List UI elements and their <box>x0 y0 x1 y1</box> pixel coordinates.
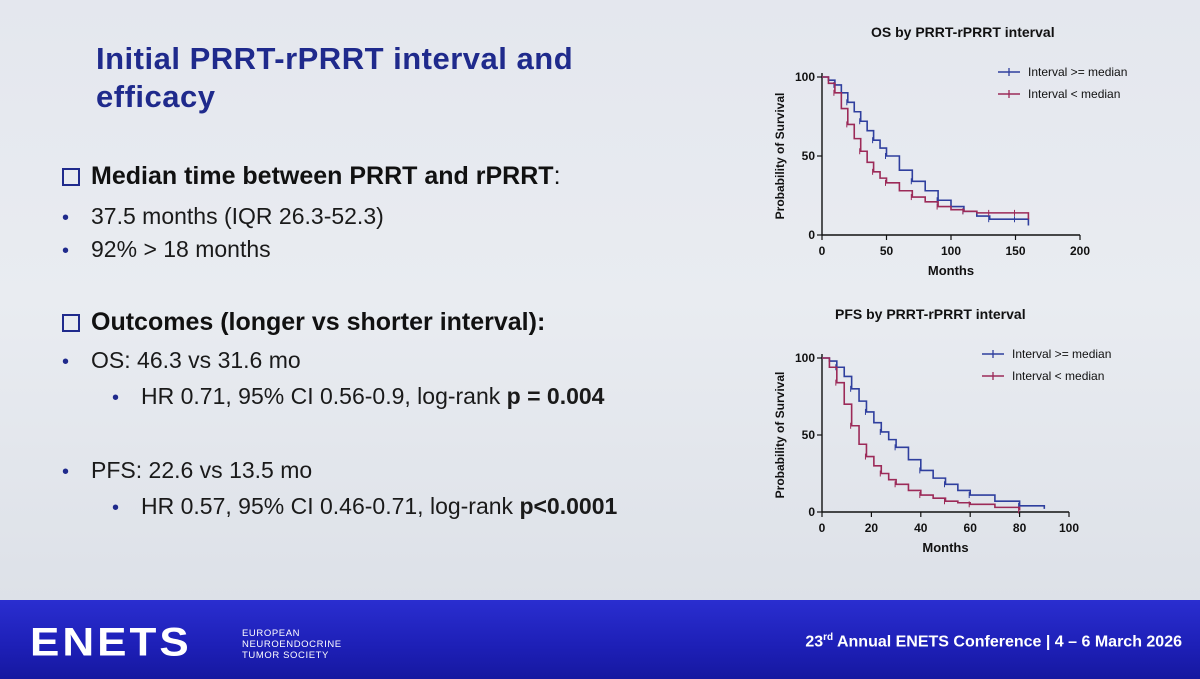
y-axis-label: Probability of Survival <box>773 372 787 499</box>
section-heading: Median time between PRRT and rPRRT <box>91 162 554 190</box>
checkbox-icon <box>62 167 80 186</box>
km-curve-longer-interval <box>822 76 1030 226</box>
conf-sup: rd <box>823 632 834 643</box>
section-heading: Outcomes (longer vs shorter interval): <box>91 308 546 336</box>
x-tick-label: 0 <box>819 521 826 535</box>
x-tick-label: 0 <box>819 244 826 258</box>
bullet-pfs-detail: • HR 0.57, 95% CI 0.46-0.71, log-rank p<0… <box>112 493 618 519</box>
bullet-text: 37.5 months (IQR 26.3-52.3) <box>91 203 384 229</box>
bullet-pfs: • PFS: 22.6 vs 13.5 mo <box>62 457 313 483</box>
slide-title: Initial PRRT-rPRRT interval and efficacy <box>96 41 574 114</box>
os-survival-chart: 0 50 100 150 200 0 50 100 Months Probability of S… <box>773 65 1127 278</box>
x-tick-label: 200 <box>1070 244 1090 258</box>
x-tick-label: 20 <box>865 521 879 535</box>
slide-background <box>0 0 1200 600</box>
x-axis-label: Months <box>928 263 974 278</box>
x-tick-label: 100 <box>941 244 961 258</box>
y-tick-label: 100 <box>795 70 815 84</box>
pfs-chart-title: PFS by PRRT-rPRRT interval <box>835 306 1026 322</box>
y-tick-label: 50 <box>802 428 816 442</box>
y-tick-label: 0 <box>808 505 815 519</box>
legend-label: Interval >= median <box>1028 65 1127 79</box>
km-curve-longer-interval <box>822 357 1046 509</box>
pfs-survival-chart: 0 20 40 60 80 100 0 50 100 Months Probability of S… <box>773 347 1111 555</box>
pfs-p-value: p<0.0001 <box>519 493 618 519</box>
y-axis-label: Probability of Survival <box>773 93 787 220</box>
society-line: TUMOR SOCIETY <box>242 650 329 661</box>
footer-bar <box>0 600 1200 679</box>
society-name: EUROPEAN NEUROENDOCRINE TUMOR SOCIETY <box>242 628 342 661</box>
section-outcomes: Outcomes (longer vs shorter interval): <box>62 308 545 337</box>
bullet-text: HR 0.57, 95% CI 0.46-0.71, log-rank <box>141 493 514 519</box>
conf-text: Annual ENETS Conference | 4 – 6 March 20… <box>833 633 1182 651</box>
y-tick-label: 0 <box>808 228 815 242</box>
society-line: EUROPEAN <box>242 628 301 639</box>
enets-logo: ENETS <box>30 620 192 665</box>
x-tick-label: 80 <box>1013 521 1027 535</box>
bullet-os: • OS: 46.3 vs 31.6 mo <box>62 347 301 373</box>
section-heading-colon: : <box>553 162 561 190</box>
legend-label: Interval < median <box>1028 87 1120 101</box>
checkbox-icon <box>62 313 80 332</box>
km-curve-shorter-interval <box>822 76 1030 220</box>
x-tick-label: 150 <box>1005 244 1025 258</box>
bullet-os-detail: • HR 0.71, 95% CI 0.56-0.9, log-rank p = … <box>112 383 605 409</box>
x-tick-label: 100 <box>1059 521 1079 535</box>
bullet-text: PFS: 22.6 vs 13.5 mo <box>91 457 313 483</box>
legend-label: Interval < median <box>1012 369 1104 383</box>
x-axis-label: Months <box>922 540 968 555</box>
legend-label: Interval >= median <box>1012 347 1111 361</box>
bullet-92-percent: • 92% > 18 months <box>62 236 271 262</box>
os-p-value: p = 0.004 <box>506 383 605 409</box>
bullet-text: HR 0.71, 95% CI 0.56-0.9, log-rank <box>141 383 501 409</box>
x-tick-label: 60 <box>964 521 978 535</box>
bullet-text: 92% > 18 months <box>91 236 271 262</box>
y-tick-label: 50 <box>802 149 816 163</box>
conf-ordinal: 23 <box>805 633 824 651</box>
section-median-time: Median time between PRRT and rPRRT: <box>62 162 561 191</box>
x-tick-label: 40 <box>914 521 928 535</box>
y-tick-label: 100 <box>795 351 815 365</box>
km-curve-shorter-interval <box>822 357 1021 511</box>
os-chart-title: OS by PRRT-rPRRT interval <box>871 24 1055 40</box>
bullet-median-months: • 37.5 months (IQR 26.3-52.3) <box>62 203 384 229</box>
society-line: NEUROENDOCRINE <box>242 639 342 650</box>
x-tick-label: 50 <box>880 244 894 258</box>
bullet-text: OS: 46.3 vs 31.6 mo <box>91 347 301 373</box>
conference-label: 23rd Annual ENETS Conference | 4 – 6 Mar… <box>805 632 1182 651</box>
